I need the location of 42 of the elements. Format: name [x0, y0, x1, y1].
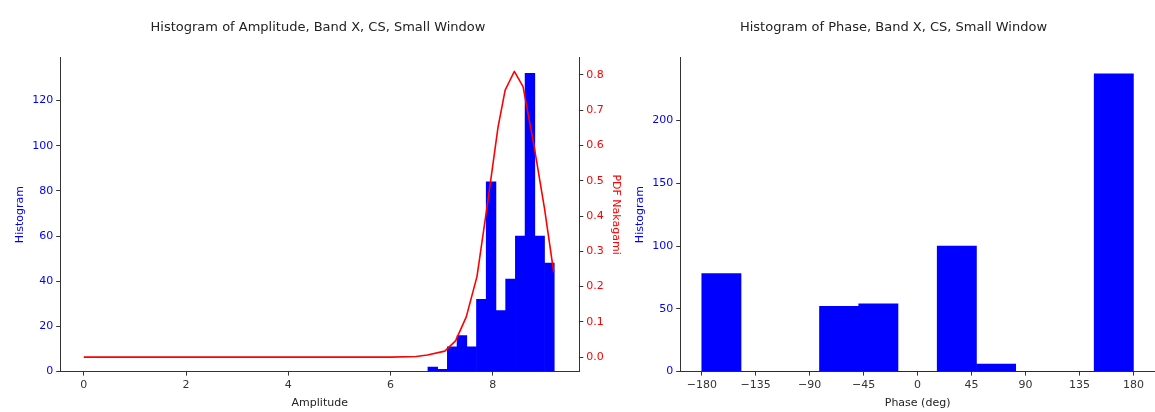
y-tick-label: 50 — [659, 301, 674, 315]
x-tick-label: 90 — [1018, 378, 1033, 392]
y-axis-title: Histogram — [633, 186, 647, 244]
y2-tick-label: 0.6 — [586, 138, 604, 152]
chart-title: Histogram of Amplitude, Band X, CS, Small Window — [150, 19, 486, 35]
x-tick-label: 0 — [80, 378, 88, 392]
x-tick-label: 0 — [914, 378, 922, 392]
y-tick-label: 200 — [652, 113, 674, 127]
y2-tick-label: 0.8 — [586, 67, 604, 81]
y2-tick-label: 0.3 — [586, 244, 604, 258]
x-axis-title: Amplitude — [291, 396, 349, 410]
y2-tick-label: 0.7 — [586, 103, 604, 117]
x-tick-label: −45 — [852, 378, 876, 392]
y-tick-label: 150 — [652, 176, 674, 190]
y-tick-label: 20 — [39, 319, 54, 333]
y-tick-label: 80 — [39, 183, 54, 197]
y-tick-label: 60 — [39, 228, 54, 242]
y-tick-label: 120 — [32, 93, 54, 107]
x-tick-label: 4 — [284, 378, 292, 392]
x-tick-label: 6 — [387, 378, 395, 392]
y-tick-label: 100 — [652, 238, 674, 252]
y2-tick-label: 0.2 — [586, 279, 604, 293]
x-tick-label: −90 — [798, 378, 822, 392]
x-tick-label: 45 — [964, 378, 979, 392]
y2-axis-title: PDF Nakagami — [609, 174, 623, 255]
x-tick-label: 135 — [1068, 378, 1090, 392]
x-tick-label: 2 — [182, 378, 190, 392]
y2-tick-label: 0.0 — [586, 349, 604, 363]
x-tick-label: −180 — [686, 378, 717, 392]
y-axis-title: Histogram — [13, 186, 27, 244]
x-tick-label: −135 — [740, 378, 771, 392]
y2-tick-label: 0.1 — [586, 314, 604, 328]
y-tick-label: 0 — [46, 364, 54, 378]
y2-tick-label: 0.5 — [586, 173, 604, 187]
y-tick-label: 40 — [39, 274, 54, 288]
chart-title: Histogram of Phase, Band X, CS, Small Window — [739, 19, 1048, 35]
y-tick-label: 0 — [666, 364, 674, 378]
x-tick-label: 180 — [1122, 378, 1144, 392]
x-tick-label: 8 — [489, 378, 497, 392]
y-tick-label: 100 — [32, 138, 54, 152]
y2-tick-label: 0.4 — [586, 208, 604, 222]
x-axis-title: Phase (deg) — [884, 396, 951, 410]
